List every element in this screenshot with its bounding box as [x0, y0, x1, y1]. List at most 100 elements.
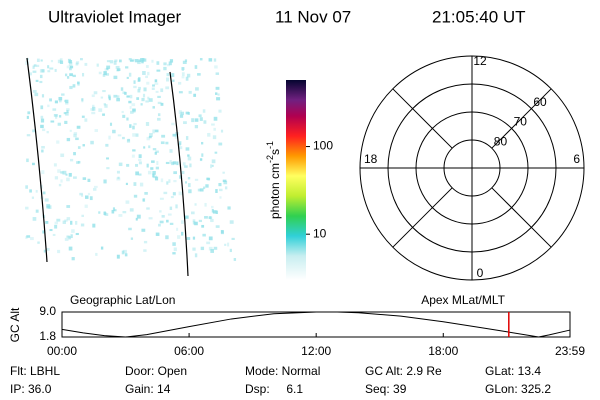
label-part: -2: [265, 155, 275, 163]
speck: [41, 69, 45, 73]
speck: [50, 120, 55, 123]
speck: [58, 183, 62, 187]
speck: [158, 223, 161, 227]
speck: [46, 247, 50, 251]
speck: [32, 65, 35, 69]
speck: [202, 233, 206, 237]
speck: [172, 79, 175, 82]
status-field: GC Alt: 2.9 Re: [365, 364, 442, 378]
speck: [157, 101, 162, 105]
speck: [197, 188, 201, 192]
speck: [182, 60, 187, 64]
speck: [143, 58, 147, 62]
speck: [84, 195, 89, 199]
speck: [133, 122, 137, 126]
time: 21:05:40 UT: [432, 7, 526, 26]
speck: [135, 163, 139, 167]
speck: [156, 161, 159, 165]
speck: [165, 235, 169, 240]
speck: [69, 73, 73, 77]
speck: [47, 70, 51, 73]
speck: [96, 63, 99, 67]
speck: [75, 220, 78, 225]
speck: [98, 71, 102, 75]
speck: [81, 98, 84, 103]
speck: [192, 219, 196, 223]
speck: [178, 91, 183, 94]
speck: [204, 216, 208, 219]
speck: [167, 213, 172, 216]
speck: [106, 167, 110, 170]
speck: [66, 235, 70, 238]
speck: [92, 223, 96, 228]
status-field: GLat: 13.4: [485, 364, 541, 378]
speck: [220, 129, 224, 133]
speck: [185, 76, 189, 81]
speck: [149, 133, 153, 137]
mlt-line: [491, 88, 552, 149]
speck: [138, 173, 142, 176]
speck: [227, 206, 231, 210]
speck: [82, 144, 85, 147]
speck: [138, 158, 142, 162]
x-tick-label: 23:59: [555, 344, 585, 358]
speck: [184, 165, 188, 168]
speck: [68, 246, 73, 251]
speck: [180, 111, 185, 116]
speck: [130, 110, 134, 114]
speck: [73, 176, 77, 179]
speck: [157, 95, 161, 99]
speck: [40, 118, 45, 123]
plot-label: Geographic Lat/Lon: [70, 293, 175, 307]
speck: [132, 133, 136, 137]
speck: [199, 188, 204, 192]
mlt-line: [392, 88, 453, 149]
speck: [119, 59, 122, 63]
speck: [34, 92, 39, 97]
speck: [136, 97, 140, 100]
speck: [135, 171, 140, 176]
speck: [187, 183, 191, 188]
speck: [199, 117, 203, 121]
speck: [150, 167, 154, 170]
speck: [157, 117, 161, 121]
speck: [32, 162, 35, 166]
speck: [129, 59, 134, 62]
speck: [71, 257, 75, 261]
speck: [56, 140, 60, 144]
speck: [178, 146, 183, 150]
speck: [104, 104, 108, 108]
speck: [172, 133, 177, 137]
speck: [132, 149, 136, 152]
speck: [35, 209, 39, 213]
speck: [208, 58, 213, 62]
speck: [84, 62, 88, 66]
colorbar-label: photon cm-2s-1: [265, 141, 282, 219]
speck: [47, 104, 50, 108]
speck: [89, 196, 93, 201]
speck: [72, 84, 76, 88]
speck: [209, 216, 212, 219]
speck: [213, 246, 218, 250]
speck: [75, 137, 79, 141]
speck: [188, 90, 192, 94]
speck: [133, 80, 136, 84]
speck: [148, 217, 153, 220]
speck: [159, 220, 164, 224]
speck: [135, 217, 138, 221]
speck: [54, 221, 59, 225]
speck: [52, 233, 56, 236]
speck: [36, 64, 40, 68]
speck: [87, 178, 91, 183]
speck: [122, 210, 127, 214]
speck: [152, 148, 157, 151]
speck: [168, 179, 171, 183]
mlt-label: 6: [573, 152, 580, 166]
speck: [176, 161, 179, 166]
speck: [192, 221, 196, 225]
speck: [128, 58, 132, 61]
speck: [81, 214, 85, 217]
status-field: Seq: 39: [365, 382, 407, 396]
speck: [103, 103, 107, 106]
